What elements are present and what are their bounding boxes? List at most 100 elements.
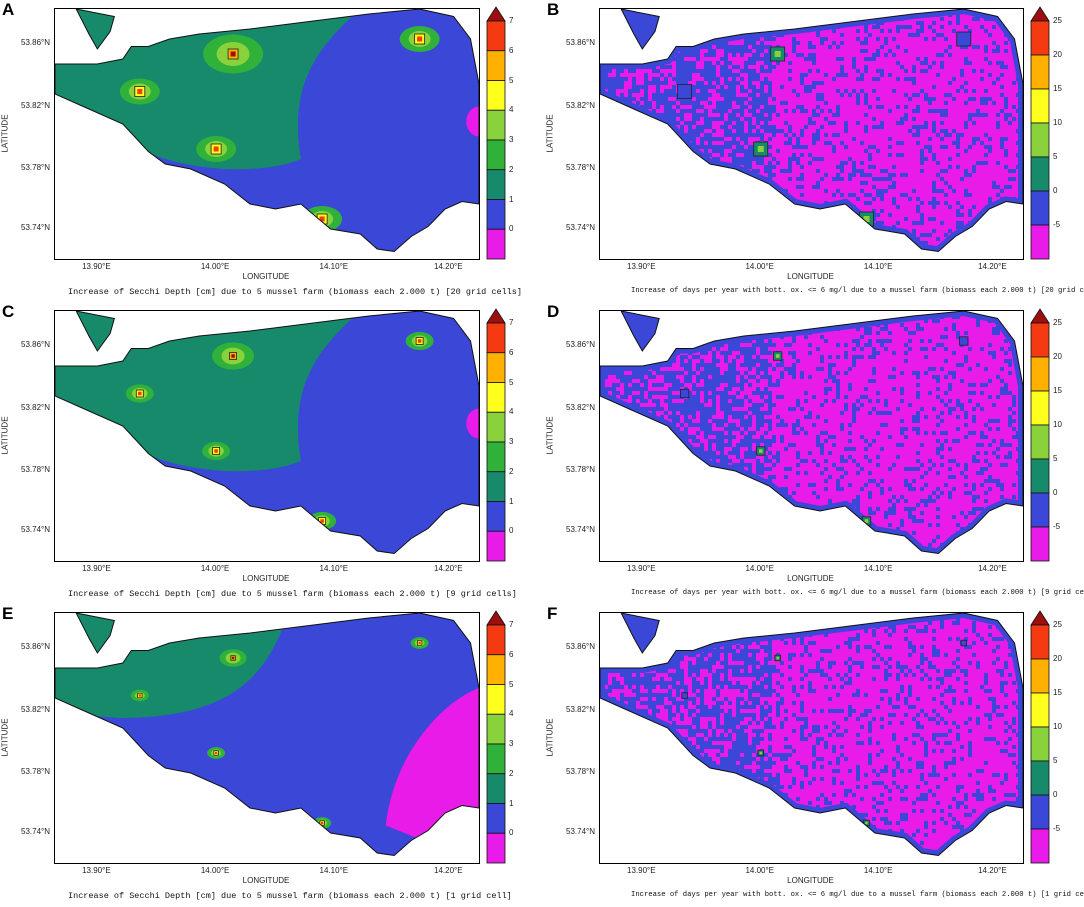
colorbar-swatch — [486, 471, 506, 502]
colorbar-tick-label: 25 — [1053, 16, 1062, 25]
map-area — [54, 612, 480, 864]
x-axis-label: LONGITUDE — [787, 876, 834, 885]
colorbar-swatch — [1030, 356, 1050, 392]
colorbar-tick-label: 7 — [509, 620, 514, 629]
colorbar-wrap — [1030, 308, 1050, 567]
colorbar-tick-label: 3 — [509, 437, 514, 446]
map-area — [599, 310, 1024, 562]
lat-tick-label: 53.78°N — [21, 767, 50, 776]
colorbar-swatch — [486, 713, 506, 745]
panel-letter: C — [2, 302, 15, 321]
panel-caption: Increase of days per year with bott. ox.… — [631, 891, 1084, 899]
colorbar-swatch — [486, 382, 506, 413]
lon-tick-label: 14.00°E — [200, 866, 230, 875]
colorbar-tick-label: -5 — [1053, 824, 1061, 833]
colorbar-swatch — [486, 773, 506, 804]
colorbar-swatch — [486, 803, 506, 834]
colorbar-tick-label: 2 — [509, 164, 514, 174]
lat-tick-label: 53.86°N — [566, 642, 595, 651]
map-area — [599, 612, 1024, 864]
lat-tick-label: 53.86°N — [21, 38, 50, 47]
colorbar-tick-label: 20 — [1053, 352, 1062, 361]
colorbar-wrap — [486, 6, 506, 265]
colorbar-swatch — [486, 530, 506, 562]
colorbar-tick-label: 0 — [1053, 186, 1058, 195]
lon-tick-label: 14.20°E — [434, 564, 463, 573]
colorbar-overflow-triangle — [486, 610, 506, 626]
colorbar-tick-label: 6 — [509, 45, 514, 55]
panel-caption: Increase of Secchi Depth [cm] due to 5 m… — [68, 287, 522, 297]
colorbar-swatch — [486, 624, 506, 656]
colorbar-swatch — [1030, 492, 1050, 528]
panel-caption: Increase of days per year with bott. ox.… — [631, 287, 1084, 295]
lon-tick-label: 14.20°E — [434, 866, 463, 875]
lat-tick-label: 53.82°N — [21, 100, 50, 110]
island — [620, 9, 660, 50]
colorbar-tick-label: 5 — [509, 679, 514, 689]
colorbar-swatch — [1030, 526, 1050, 562]
island — [620, 311, 660, 352]
colorbar-swatch — [486, 832, 506, 864]
colorbar-wrap — [1030, 610, 1050, 869]
colorbar-tick-label: 10 — [1053, 722, 1062, 731]
x-axis-label: LONGITUDE — [242, 876, 290, 885]
colorbar-swatch — [1030, 390, 1050, 426]
lat-tick-label: 53.86°N — [21, 340, 50, 349]
panel-c: C 53.86°N 53.82°N 53.78°N 53.74°N 13.90°E 14.0… — [0, 302, 540, 602]
colorbar-tick-label: 0 — [509, 526, 514, 536]
lat-tick-label: 53.86°N — [21, 642, 50, 651]
lat-tick-label: 53.74°N — [566, 827, 595, 836]
panel-letter: B — [547, 0, 560, 19]
colorbar-tick-label: 0 — [509, 828, 514, 838]
panel-a: A 53.86°N 53.82°N 53.78°N 53.74°N 13.90°E 14.0… — [0, 0, 540, 300]
colorbar-swatch — [1030, 88, 1050, 124]
colorbar-tick-label: 7 — [509, 318, 514, 327]
coastline — [55, 311, 479, 555]
colorbar-overflow-triangle — [486, 308, 506, 324]
panel-letter: A — [2, 0, 15, 19]
lon-tick-label: 13.90°E — [82, 866, 111, 875]
lon-tick-label: 13.90°E — [627, 866, 656, 875]
colorbar-tick-label: 2 — [509, 466, 514, 476]
y-axis-label: LATITUDE — [545, 416, 555, 455]
lat-tick-label: 53.82°N — [566, 402, 595, 412]
colorbar-tick-label: 15 — [1053, 84, 1062, 93]
colorbar-tick-label: 1 — [509, 194, 514, 204]
lat-tick-label: 53.74°N — [566, 525, 595, 534]
lat-tick-label: 53.78°N — [566, 465, 595, 474]
map-area — [599, 8, 1024, 260]
colorbar-swatch — [1030, 122, 1050, 158]
colorbar-swatch — [1030, 658, 1050, 694]
colorbar-tick-label: 0 — [1053, 790, 1058, 799]
panel-d: D 53.86°N 53.82°N 53.78°N 53.74°N 13.90°E 14.0… — [545, 302, 1084, 602]
colorbar-swatch — [1030, 794, 1050, 830]
colorbar-tick-label: 1 — [509, 496, 514, 506]
lat-tick-label: 53.82°N — [21, 402, 50, 412]
lat-tick-label: 53.82°N — [21, 704, 50, 714]
lon-tick-label: 13.90°E — [627, 564, 656, 573]
lagoon-field — [600, 613, 1023, 856]
colorbar-tick-label: 15 — [1053, 386, 1062, 395]
island — [75, 613, 115, 654]
mussel-farm — [681, 692, 688, 699]
lat-tick-label: 53.78°N — [21, 465, 50, 474]
colorbar-swatch — [1030, 424, 1050, 460]
panel-caption: Increase of days per year with bott. ox.… — [631, 589, 1084, 597]
colorbar — [486, 6, 506, 260]
colorbar-tick-label: 5 — [1053, 152, 1058, 161]
lon-tick-label: 14.10°E — [319, 564, 349, 573]
panel-caption: Increase of Secchi Depth [cm] due to 5 m… — [68, 589, 517, 599]
colorbar-tick-label: 10 — [1053, 118, 1062, 127]
colorbar-swatch — [486, 228, 506, 260]
colorbar-tick-label: -5 — [1053, 522, 1061, 531]
colorbar-swatch — [486, 322, 506, 354]
x-axis-label: LONGITUDE — [242, 272, 290, 281]
colorbar-wrap — [1030, 6, 1050, 265]
colorbar — [1030, 610, 1050, 864]
panel-f: F 53.86°N 53.82°N 53.78°N 53.74°N 13.90°E 14.0… — [545, 604, 1084, 907]
panel-letter: F — [547, 604, 558, 623]
island — [75, 311, 115, 352]
lon-tick-label: 14.10°E — [863, 564, 893, 573]
lagoon-field — [55, 311, 479, 554]
lon-tick-label: 14.20°E — [978, 262, 1007, 271]
